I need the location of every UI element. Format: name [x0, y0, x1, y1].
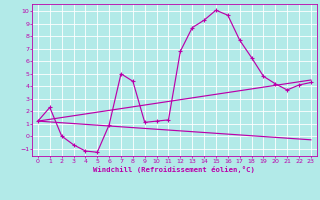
- X-axis label: Windchill (Refroidissement éolien,°C): Windchill (Refroidissement éolien,°C): [93, 166, 255, 173]
